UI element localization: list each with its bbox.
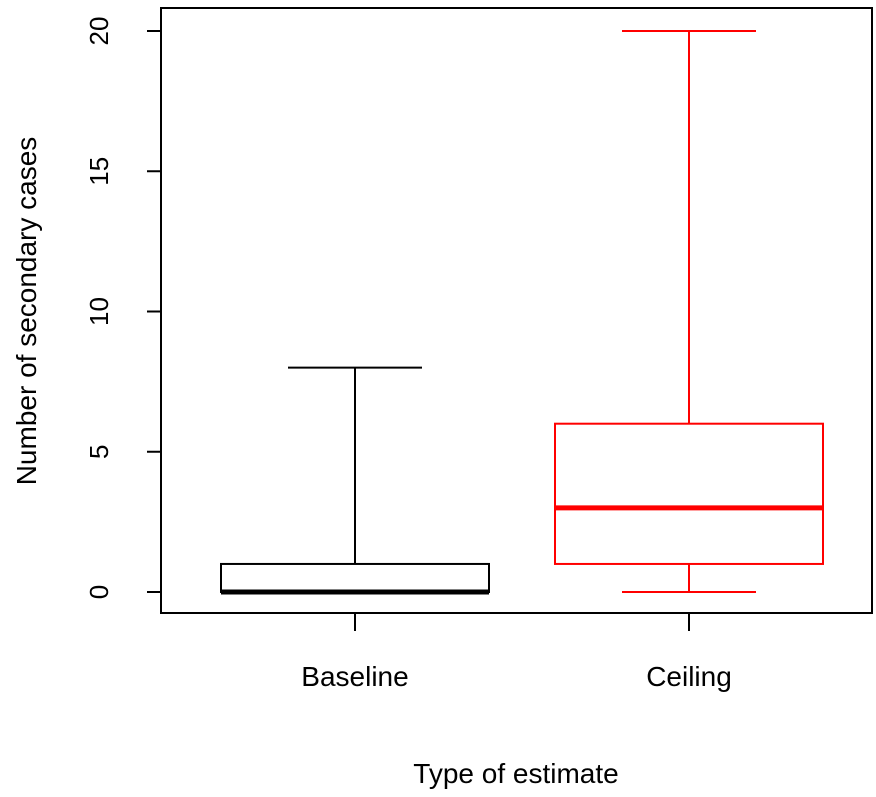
y-axis: 0 5 10 15 20 [84,17,162,599]
y-axis-title: Number of secondary cases [11,137,42,486]
y-tick-label: 5 [84,445,114,459]
x-axis: Baseline Ceiling [301,613,732,692]
boxes [220,30,824,595]
y-tick-label: 10 [84,297,114,326]
x-axis-title: Type of estimate [413,758,618,789]
iqr-box [554,422,824,565]
x-tick-label-ceiling: Ceiling [646,661,732,692]
y-tick-label: 15 [84,157,114,186]
box-ceiling [554,30,824,593]
y-tick-label: 0 [84,585,114,599]
x-tick-label-baseline: Baseline [301,661,408,692]
iqr-box [220,562,490,594]
y-tick-label: 20 [84,17,114,46]
box-baseline [220,366,490,595]
